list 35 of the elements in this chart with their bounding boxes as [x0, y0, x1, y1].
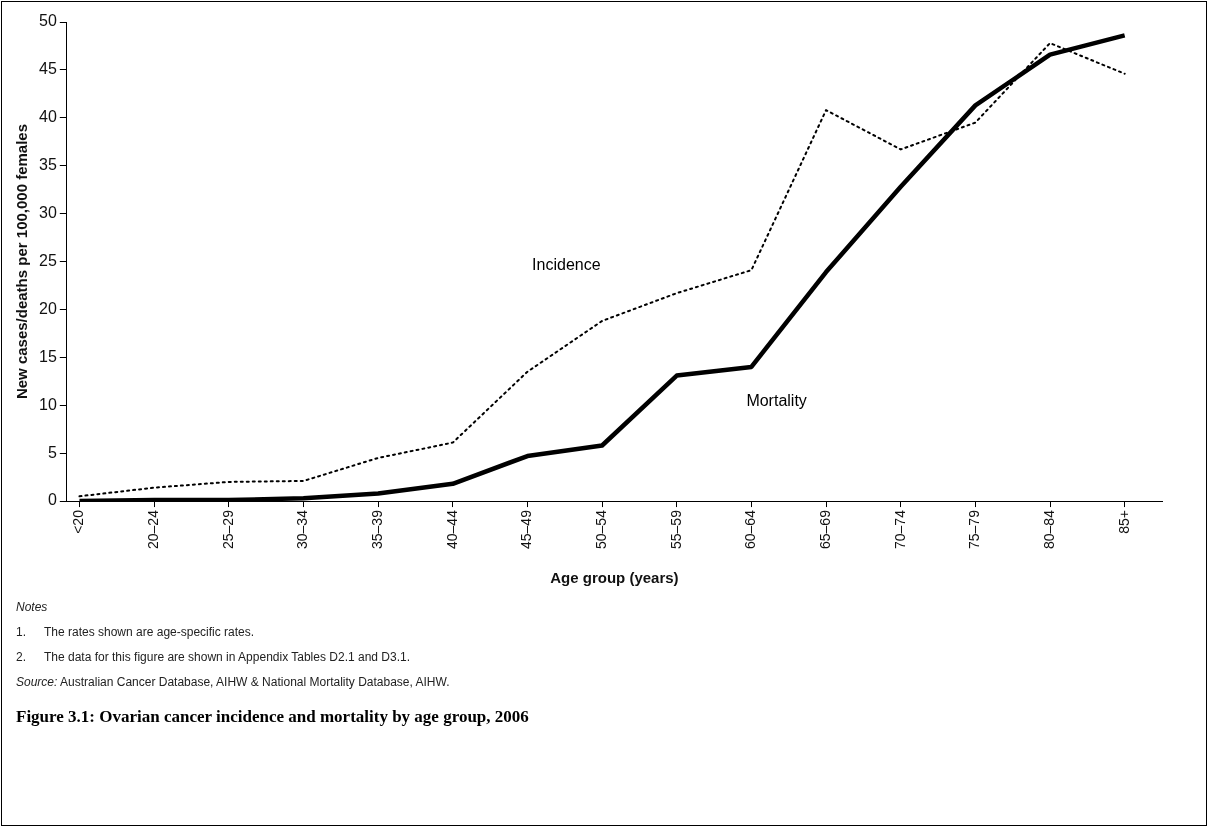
x-tick-label: 80–84 — [1040, 509, 1057, 550]
y-tick-label: 5 — [47, 443, 57, 461]
text: Incidence — [532, 256, 601, 274]
x-tick-label: 70–74 — [891, 509, 908, 550]
x-tick-label: 75–79 — [966, 509, 983, 550]
y-tick-label: 35 — [39, 156, 57, 174]
x-tick-label: 50–54 — [592, 509, 609, 550]
x-tick-label: 40–44 — [443, 509, 460, 550]
x-axis-title: Age group (years) — [550, 569, 679, 587]
y-tick-label: 25 — [39, 251, 57, 269]
x-tick-label: 35–39 — [368, 509, 385, 550]
x-tick-label: <20 — [70, 509, 87, 534]
y-tick-label: 20 — [39, 299, 57, 317]
x-tick-label: 85+ — [1115, 510, 1132, 534]
y-tick-label: 50 — [39, 12, 57, 30]
x-tick-label: 30–34 — [294, 509, 311, 550]
x-tick-label: 25–29 — [219, 509, 236, 550]
y-tick-label: 30 — [39, 204, 57, 222]
x-tick-label: 45–49 — [518, 509, 535, 550]
text: 1. The rates shown are age-specific rates. — [16, 625, 255, 639]
x-tick-label: 60–64 — [742, 509, 759, 550]
x-tick-label: 65–69 — [816, 509, 833, 550]
y-tick-label: 45 — [39, 60, 57, 78]
x-tick-label: 20–24 — [145, 509, 161, 550]
x-tick-label: 55–59 — [667, 509, 684, 550]
series-label: Mortality — [746, 392, 807, 410]
source-note: Source: Australian Cancer Database, AIHW & National Mortality Database, AIHW. — [16, 675, 450, 689]
y-tick-label: 0 — [47, 491, 57, 509]
y-axis-title: New cases/deaths per 100,000 females — [13, 123, 31, 400]
text: Figure 3.1: Ovarian cancer incidence and mortality by age group, 2006 — [16, 707, 529, 727]
text: 2. The data for this figure are shown in Appendix Tables D2.1 and D3.1. — [16, 650, 411, 664]
y-tick-label: 10 — [39, 395, 57, 413]
y-tick-label: 15 — [39, 347, 57, 365]
y-tick-label: 40 — [39, 108, 57, 126]
text: Notes — [16, 600, 49, 614]
